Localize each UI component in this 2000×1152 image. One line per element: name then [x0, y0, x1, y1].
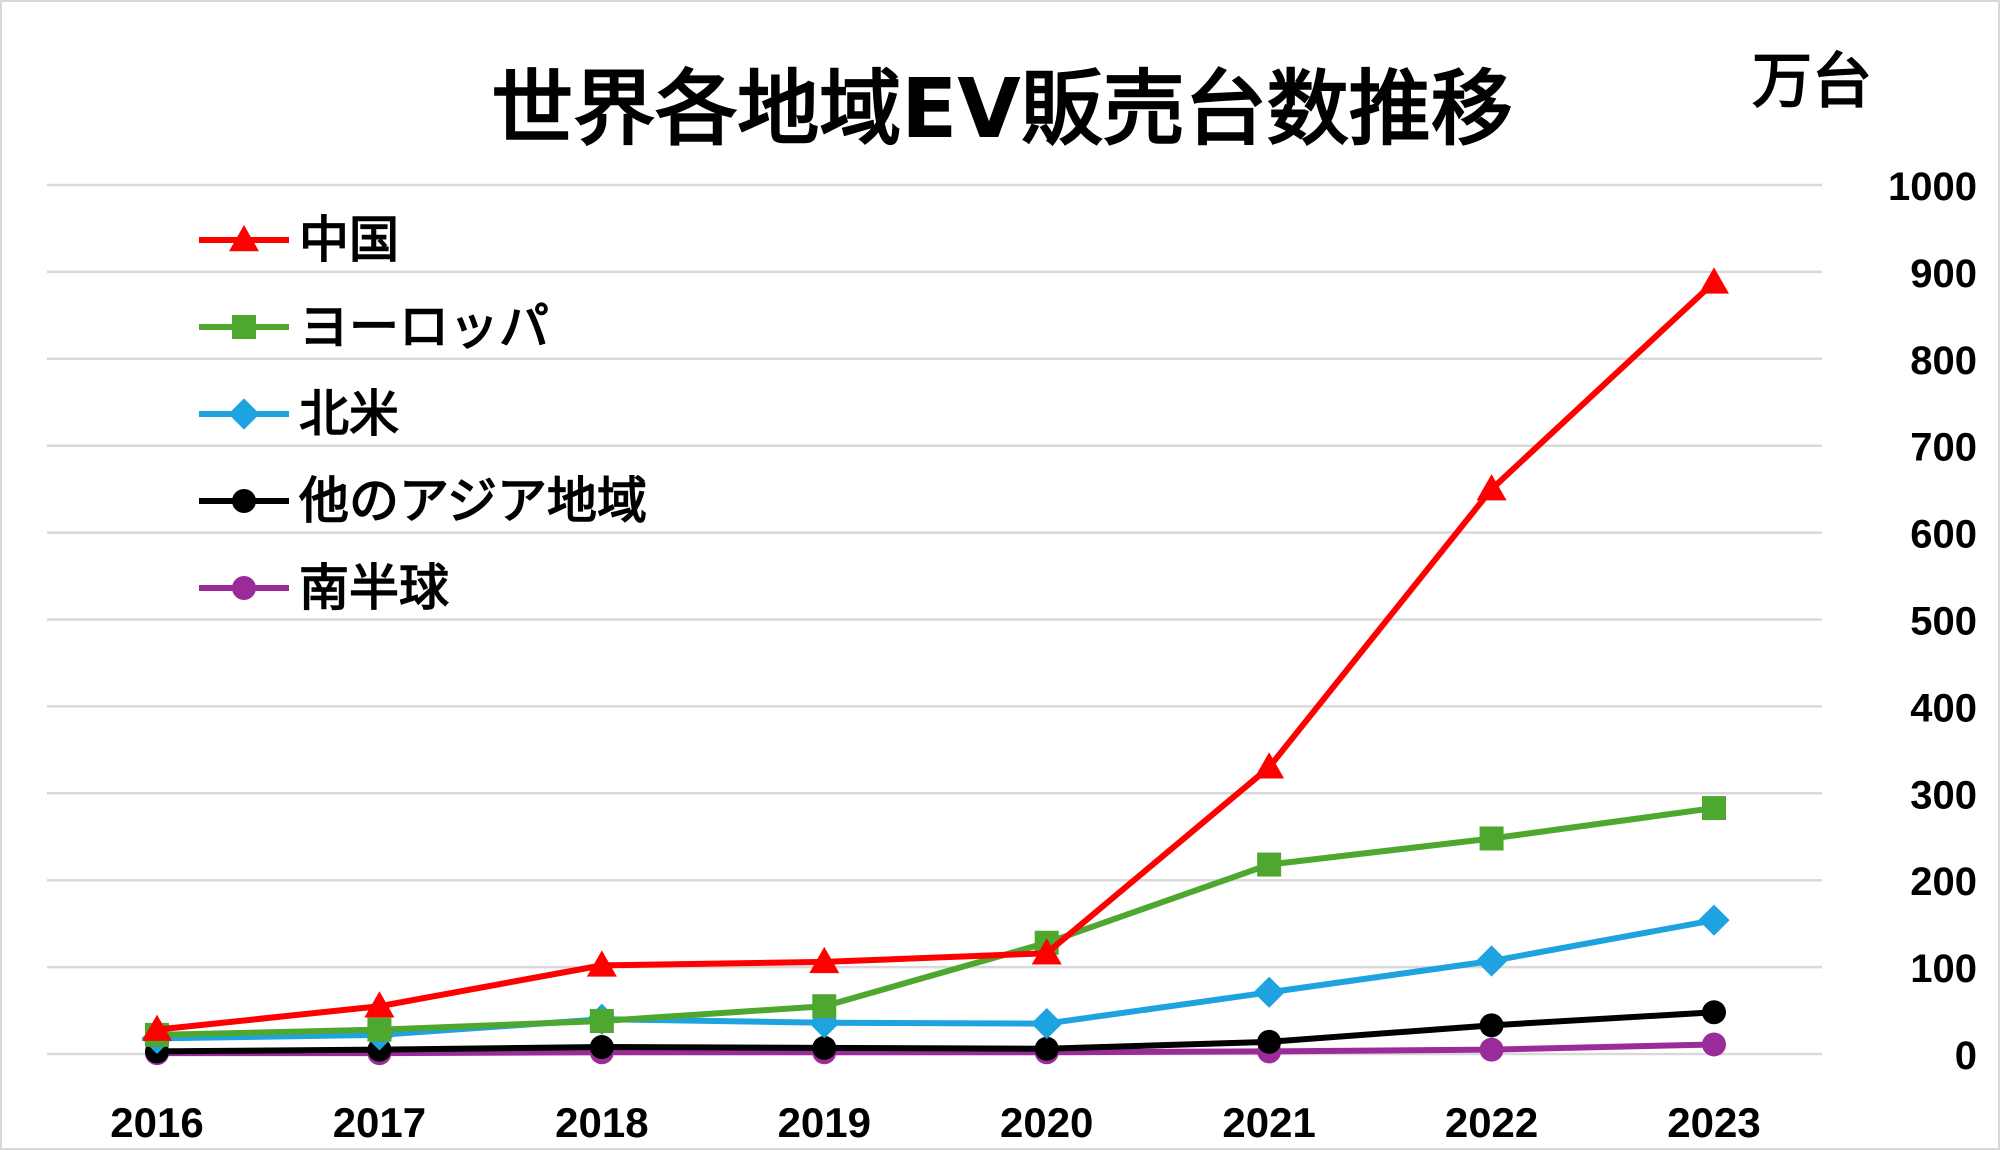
legend-item: 北米 [199, 385, 399, 443]
legend-marker [232, 315, 256, 339]
x-tick-label: 2017 [333, 1099, 426, 1146]
data-point [1702, 796, 1726, 821]
y-tick-label: 1000 [1888, 165, 1977, 209]
x-tick-label: 2020 [1000, 1099, 1093, 1146]
legend-item: 南半球 [199, 559, 450, 617]
data-point [1257, 852, 1282, 877]
data-point [1254, 752, 1285, 779]
series-line [156, 280, 1717, 1033]
y-tick-label: 600 [1910, 513, 1977, 557]
x-tick-label: 2019 [778, 1099, 871, 1146]
x-tick-label: 2021 [1222, 1099, 1315, 1146]
data-point [1031, 1007, 1063, 1040]
y-tick-label: 300 [1910, 773, 1977, 817]
legend-item: 他のアジア地域 [199, 472, 647, 530]
series-line [156, 1009, 1715, 1055]
data-point [812, 1035, 837, 1060]
chart-title: 世界各地域EV販売台数推移 [491, 62, 1512, 157]
data-point [812, 994, 837, 1019]
data-point [367, 1017, 392, 1042]
x-axis-ticks: 2016 2017 2018 2019 2020 2021 2022 2023 [110, 1099, 1760, 1146]
x-tick-label: 2023 [1667, 1099, 1760, 1146]
series-triangle [142, 267, 1729, 1041]
data-point [1702, 1000, 1726, 1025]
legend-label: 他のアジア地域 [298, 472, 647, 530]
y-axis-unit-label: 万台 [1752, 47, 1872, 117]
data-point [1479, 826, 1504, 851]
y-tick-label: 0 [1955, 1034, 1977, 1078]
data-point [1476, 474, 1507, 501]
legend-marker [228, 398, 260, 430]
legend-item: ヨーロッパ [199, 298, 549, 356]
y-tick-label: 400 [1910, 686, 1977, 730]
data-point [1034, 1036, 1059, 1061]
data-point [142, 1014, 172, 1041]
y-axis-ticks: 0 100 200 300 400 500 600 700 800 900 1000 [1888, 165, 1977, 1078]
y-tick-label: 700 [1910, 426, 1977, 470]
data-point [809, 946, 840, 974]
legend-marker [232, 576, 256, 600]
data-point [1475, 945, 1508, 977]
data-point [1702, 1032, 1726, 1057]
y-tick-label: 900 [1910, 252, 1977, 296]
y-tick-label: 200 [1910, 860, 1977, 904]
legend-label: 中国 [299, 211, 399, 269]
data-point [1479, 1037, 1504, 1062]
y-tick-label: 500 [1910, 600, 1977, 644]
series-line [156, 805, 1715, 1038]
data-point [1031, 938, 1062, 965]
x-tick-label: 2022 [1445, 1099, 1538, 1146]
legend-marker [229, 225, 259, 252]
x-tick-label: 2016 [110, 1099, 203, 1146]
legend-label: 北米 [299, 385, 399, 443]
data-point [364, 991, 395, 1018]
y-tick-label: 100 [1910, 947, 1977, 991]
data-point [1699, 267, 1729, 294]
x-tick-label: 2018 [555, 1099, 648, 1146]
y-tick-label: 800 [1910, 339, 1977, 383]
data-point [586, 950, 617, 977]
legend-label: 南半球 [299, 559, 450, 617]
data-point [1698, 904, 1730, 936]
legend-marker [232, 489, 256, 513]
data-point [1479, 1013, 1504, 1038]
data-point [1257, 1029, 1282, 1054]
series-line [157, 1041, 1715, 1057]
data-point [1253, 976, 1285, 1008]
series-line [156, 917, 1715, 1042]
legend-item: 中国 [199, 211, 399, 269]
gridlines [47, 183, 1822, 1056]
data-point [589, 1008, 614, 1033]
data-point [589, 1035, 614, 1060]
legend-label: ヨーロッパ [299, 298, 549, 356]
series-lines [141, 267, 1730, 1066]
